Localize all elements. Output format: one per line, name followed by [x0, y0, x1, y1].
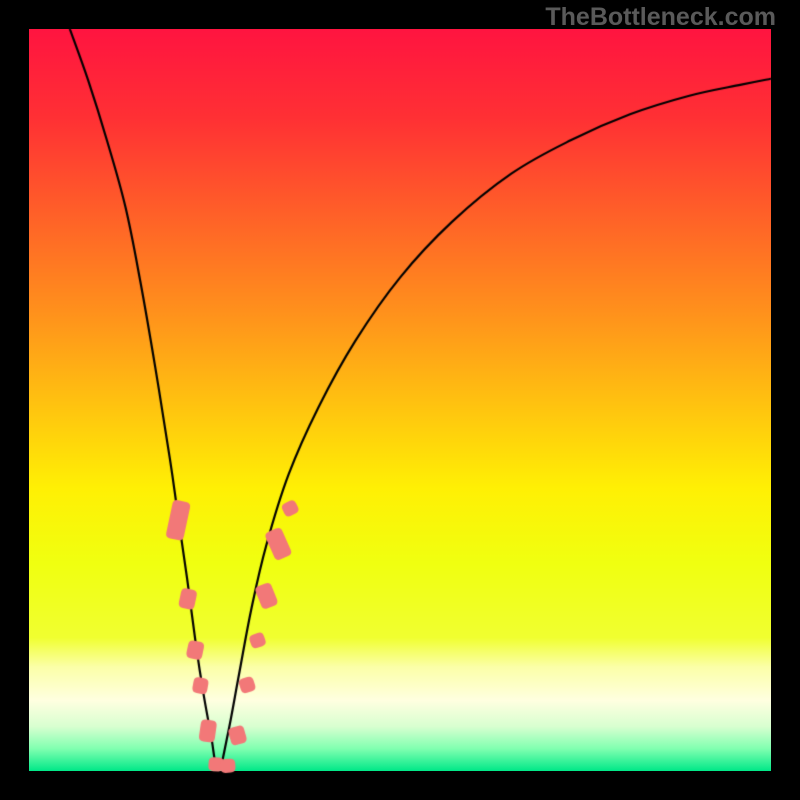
chart-stage: TheBottleneck.com	[0, 0, 800, 800]
curve-canvas	[0, 0, 800, 800]
watermark-text: TheBottleneck.com	[545, 3, 776, 32]
